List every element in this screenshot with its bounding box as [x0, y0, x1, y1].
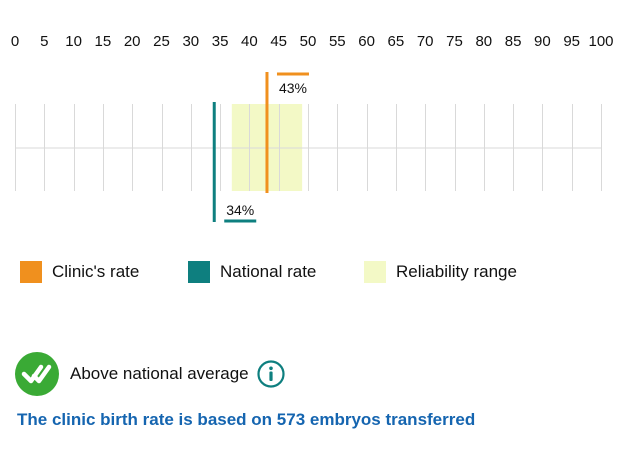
tick-label-90: 90 — [534, 33, 551, 50]
tick-label-80: 80 — [475, 33, 492, 50]
legend-label-reliability: Reliability range — [396, 262, 517, 281]
tick-label-50: 50 — [300, 33, 317, 50]
tick-label-20: 20 — [124, 33, 141, 50]
rate-markers: 34% 43% — [212, 72, 309, 223]
legend-item-clinic: Clinic's rate — [20, 259, 139, 285]
legend-label-clinic: Clinic's rate — [52, 262, 140, 281]
tick-label-100: 100 — [588, 33, 613, 50]
chart-grid — [15, 104, 602, 191]
national-rate-label: 34% — [226, 202, 254, 218]
tick-label-5: 5 — [40, 33, 48, 50]
legend-swatch-clinic — [20, 261, 42, 283]
chart-legend: Clinic's rate National rate Reliability … — [20, 259, 620, 285]
axis-tick-labels: 0 5 10 15 20 25 30 35 40 45 50 55 60 65 70 75 80 85 90 95 10… — [11, 33, 614, 50]
double-check-icon — [15, 352, 59, 396]
clinic-rate-label: 43% — [279, 80, 307, 96]
tick-label-95: 95 — [563, 33, 580, 50]
birth-rate-chart: 0 5 10 15 20 25 30 35 40 45 50 55 60 65 70 75 80 85 90 95 10… — [11, 33, 614, 223]
tick-label-45: 45 — [270, 33, 287, 50]
legend-item-reliability: Reliability range — [364, 259, 517, 285]
tick-label-15: 15 — [95, 33, 112, 50]
legend-swatch-national — [188, 261, 210, 283]
tick-label-40: 40 — [241, 33, 258, 50]
legend-swatch-reliability — [364, 261, 386, 283]
tick-label-30: 30 — [182, 33, 199, 50]
tick-label-85: 85 — [505, 33, 522, 50]
tick-label-35: 35 — [212, 33, 229, 50]
status-label: Above national average — [70, 364, 249, 383]
legend-label-national: National rate — [220, 262, 317, 281]
tick-label-60: 60 — [358, 33, 375, 50]
tick-label-25: 25 — [153, 33, 170, 50]
legend-item-national: National rate — [188, 259, 316, 285]
info-icon[interactable] — [257, 360, 285, 388]
tick-label-10: 10 — [65, 33, 82, 50]
tick-label-65: 65 — [388, 33, 405, 50]
tick-label-55: 55 — [329, 33, 346, 50]
embryos-transferred-note: The clinic birth rate is based on 573 em… — [17, 410, 476, 429]
tick-label-70: 70 — [417, 33, 434, 50]
national-comparison-status: Above national average — [15, 352, 285, 396]
tick-label-0: 0 — [11, 33, 19, 50]
tick-label-75: 75 — [446, 33, 463, 50]
